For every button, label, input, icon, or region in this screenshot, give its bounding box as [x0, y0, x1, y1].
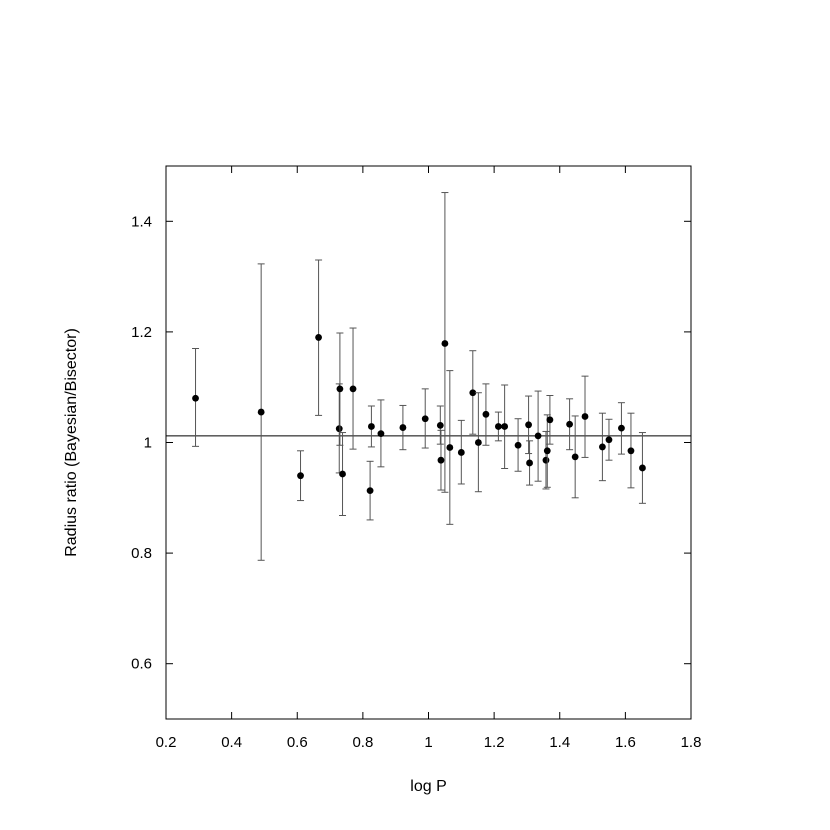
data-point-group: [525, 395, 533, 455]
data-point-group: [542, 430, 550, 490]
data-point: [469, 389, 477, 397]
data-point-group: [598, 412, 606, 482]
data-point: [514, 441, 522, 449]
data-point: [605, 436, 613, 444]
data-point: [571, 453, 579, 461]
plot-frame: [165, 165, 692, 720]
x-tick-label: 0.8: [352, 734, 373, 751]
data-point-group: [566, 398, 574, 451]
data-point: [368, 423, 375, 430]
data-point-group: [446, 370, 454, 525]
x-axis-label: log P: [410, 778, 446, 795]
data-point-group: [605, 418, 613, 461]
data-point: [399, 424, 407, 431]
x-tick-label: 0.4: [221, 734, 242, 751]
data-point: [339, 470, 346, 478]
data-point-group: [437, 429, 445, 491]
data-point: [446, 444, 454, 451]
data-marks: [166, 192, 691, 561]
data-point: [349, 385, 357, 393]
data-point: [336, 385, 344, 393]
data-point-group: [474, 392, 482, 493]
data-point: [546, 416, 554, 424]
data-point-group: [367, 405, 375, 448]
data-point-group: [366, 460, 374, 521]
data-point: [543, 447, 551, 455]
data-point-group: [526, 440, 534, 486]
data-point: [315, 334, 322, 341]
data-point-group: [192, 347, 200, 447]
data-point-group: [638, 432, 646, 504]
data-point: [526, 459, 533, 467]
data-point: [534, 432, 542, 440]
data-point-group: [581, 375, 589, 458]
data-point-group: [546, 394, 554, 445]
data-point: [436, 421, 444, 429]
data-point-group: [514, 418, 522, 472]
data-point: [581, 413, 589, 420]
x-tick-label: 1.4: [549, 734, 570, 751]
data-point-group: [436, 405, 444, 445]
data-point: [618, 424, 625, 432]
data-point-group: [377, 399, 385, 468]
y-tick-label: 1.2: [131, 324, 152, 341]
data-point-group: [571, 415, 579, 499]
data-point-group: [399, 404, 407, 451]
data-point: [297, 472, 304, 480]
data-point: [377, 430, 385, 438]
data-point-group: [335, 383, 343, 474]
data-point-group: [501, 384, 509, 469]
data-point-group: [617, 402, 625, 455]
data-point: [599, 443, 606, 451]
x-tick-label: 0.6: [287, 734, 308, 751]
data-point: [421, 415, 429, 423]
data-point-group: [315, 259, 323, 416]
axis-ticks: 0.2 0.4 0.6 0.8 1 1.2 1.4 1.6 1.8 0.6 0.8 1 1.2 1.4: [131, 166, 701, 751]
data-point-group: [543, 414, 551, 488]
data-point: [482, 410, 490, 418]
y-tick-label: 0.6: [131, 656, 152, 673]
data-point: [494, 423, 502, 430]
data-point: [192, 394, 199, 402]
y-axis-label: Radius ratio (Bayesian/Bisector): [63, 328, 80, 557]
x-tick-label: 1.2: [484, 734, 505, 751]
data-point-group: [421, 388, 429, 449]
data-point-group: [336, 332, 344, 446]
y-tick-label: 0.8: [131, 545, 152, 562]
data-point-group: [627, 412, 635, 489]
x-tick-label: 1.6: [615, 734, 636, 751]
data-point: [525, 421, 532, 429]
data-point-group: [534, 390, 542, 482]
data-point: [335, 425, 343, 433]
data-point-group: [441, 192, 449, 493]
data-point: [474, 439, 482, 446]
x-tick-label: 1: [424, 734, 432, 751]
data-point-group: [469, 350, 477, 435]
data-point: [457, 449, 465, 456]
data-point: [566, 420, 573, 428]
data-point: [627, 447, 635, 455]
data-point: [366, 487, 374, 495]
y-tick-label: 1.4: [131, 213, 152, 230]
data-point: [639, 464, 646, 472]
x-tick-label: 1.8: [681, 734, 702, 751]
data-point: [501, 423, 509, 430]
data-point-group: [457, 419, 465, 485]
data-point: [437, 456, 445, 464]
data-point-group: [297, 450, 305, 502]
data-point: [542, 456, 550, 464]
data-point-group: [257, 263, 265, 561]
data-point: [441, 340, 449, 347]
data-point-group: [349, 327, 357, 450]
data-point-group: [482, 383, 490, 446]
y-tick-label: 1: [144, 435, 152, 452]
data-point: [257, 408, 265, 416]
data-point-group: [339, 432, 347, 516]
x-tick-label: 0.2: [156, 734, 177, 751]
data-point-group: [494, 411, 502, 442]
